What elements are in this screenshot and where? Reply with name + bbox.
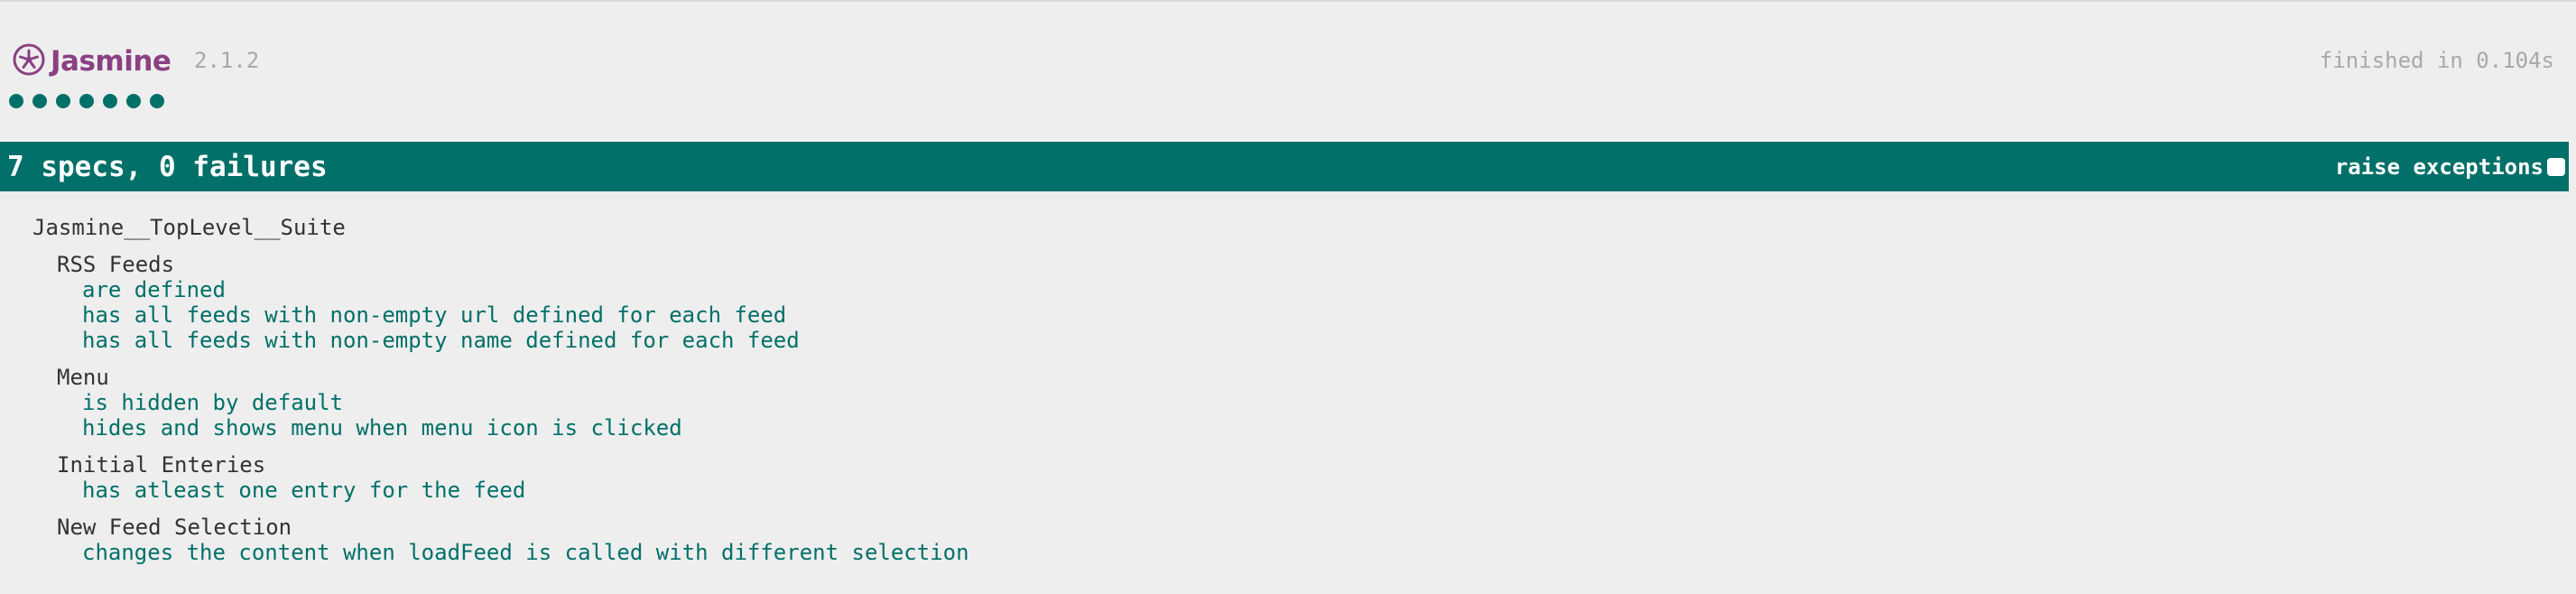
spec-passed[interactable]: has all feeds with non-empty name define… [82,328,800,353]
jasmine-logo[interactable]: Jasmine [13,42,171,81]
suite: Initial Enteries has atleast one entry f… [57,452,969,503]
raise-exceptions-label[interactable]: raise exceptions [2334,154,2544,180]
suite: Menu is hidden by default hides and show… [57,365,969,441]
passed-spec-dot[interactable] [150,94,164,108]
spec-passed[interactable]: hides and shows menu when menu icon is c… [82,415,682,441]
overall-result-bar: 7 specs, 0 failures raise exceptions [0,142,2569,191]
suite-name[interactable]: Menu [57,365,109,390]
spec-passed[interactable]: changes the content when loadFeed is cal… [82,540,969,565]
results-tree: Jasmine__TopLevel__Suite RSS Feeds are d… [32,215,969,565]
specs-summary: 7 specs, 0 failures [7,151,328,183]
suite-name[interactable]: New Feed Selection [57,515,292,540]
top-level-suite-title[interactable]: Jasmine__TopLevel__Suite [32,215,346,240]
top-divider [0,0,2576,2]
suite-name[interactable]: RSS Feeds [57,252,175,277]
jasmine-version: 2.1.2 [194,48,260,73]
passed-spec-dot[interactable] [103,94,117,108]
jasmine-banner: Jasmine 2.1.2 finished in 0.104s [0,0,2576,117]
passed-spec-dot[interactable] [56,94,70,108]
spec-passed[interactable]: is hidden by default [82,390,343,415]
run-duration: finished in 0.104s [2319,48,2554,73]
suite: RSS Feeds are defined has all feeds with… [57,252,969,353]
spec-passed[interactable]: has atleast one entry for the feed [82,478,526,503]
raise-exceptions-checkbox[interactable] [2547,158,2565,176]
jasmine-brand-name: Jasmine [51,45,171,78]
spec-passed[interactable]: are defined [82,277,226,302]
raise-exceptions-toggle[interactable]: raise exceptions [2335,154,2565,180]
passed-spec-dot[interactable] [32,94,47,108]
passed-spec-dot[interactable] [126,94,141,108]
spec-passed[interactable]: has all feeds with non-empty url defined… [82,302,787,328]
passed-spec-dot[interactable] [79,94,94,108]
passed-spec-dot[interactable] [9,94,23,108]
symbol-summary [9,94,164,108]
suite-name[interactable]: Initial Enteries [57,452,266,478]
suite: New Feed Selection changes the content w… [57,515,969,565]
jasmine-logo-icon [13,43,45,79]
